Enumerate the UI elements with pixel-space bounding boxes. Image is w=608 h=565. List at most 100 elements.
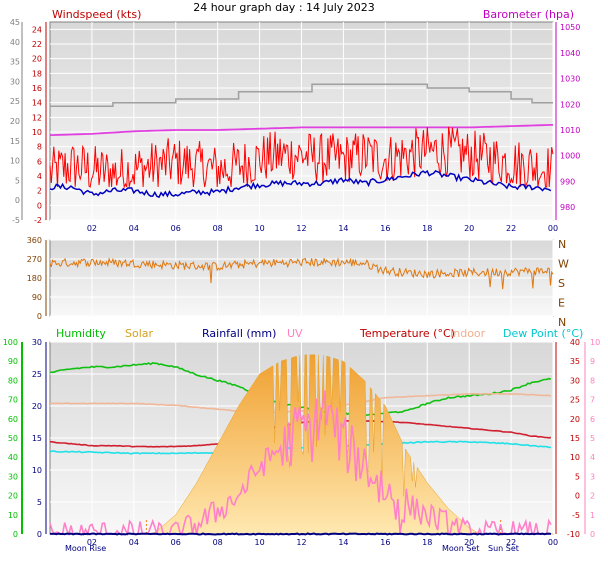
legend-dewpoint: Dew Point (°C) xyxy=(503,327,583,340)
gust-tick-label: 15 xyxy=(10,137,20,146)
x-tick-label: 14 xyxy=(338,538,348,547)
compass-label: W xyxy=(558,258,569,271)
x-tick-label: 08 xyxy=(213,538,223,547)
x-tick-label: 02 xyxy=(87,224,97,233)
legend-temperature: Temperature (°C) xyxy=(359,327,455,340)
temperature-tick-label: 35 xyxy=(570,357,580,366)
gust-tick-label: 40 xyxy=(10,38,20,47)
humidity-tick-label: 80 xyxy=(8,376,18,385)
humidity-tick-label: 60 xyxy=(8,415,18,424)
temperature-tick-label: 40 xyxy=(570,338,580,347)
uv-line xyxy=(49,390,552,537)
humidity-tick-label: 40 xyxy=(8,453,18,462)
x-tick-label: 12 xyxy=(296,538,306,547)
humidity-tick-label: 20 xyxy=(8,492,18,501)
gust-tick-label: 45 xyxy=(10,18,20,27)
rain-tick-label: 15 xyxy=(32,434,42,443)
temperature-tick-label: 0 xyxy=(575,492,580,501)
rain-tick-label: 5 xyxy=(37,498,42,507)
gust-line xyxy=(50,83,553,108)
wind-min-line xyxy=(49,169,552,199)
windspeed-tick-label: 2 xyxy=(37,187,42,196)
legend-uv: UV xyxy=(287,327,303,340)
humidity-tick-label: 90 xyxy=(8,357,18,366)
sun-set-label: Sun Set xyxy=(488,544,519,553)
x-tick-label: 22 xyxy=(506,538,516,547)
temperature-tick-label: 25 xyxy=(570,396,580,405)
windspeed-tick-label: 6 xyxy=(37,157,42,166)
uv-tick-label: 4 xyxy=(590,453,595,462)
uv-tick-label: 3 xyxy=(590,472,595,481)
windspeed-tick-label: 22 xyxy=(32,40,42,49)
uv-tick-label: 10 xyxy=(590,338,600,347)
windspeed-tick-label: 14 xyxy=(32,99,42,108)
gust-tick-label: 10 xyxy=(10,157,20,166)
legend-indoor: Indoor xyxy=(450,327,486,340)
windspeed-tick-label: 8 xyxy=(37,143,42,152)
humidity-tick-label: 50 xyxy=(8,434,18,443)
legend-humidity: Humidity xyxy=(56,327,106,340)
windspeed-tick-label: 10 xyxy=(32,128,42,137)
temperature-tick-label: 30 xyxy=(570,376,580,385)
chart-title: 24 hour graph day : 14 July 2023 xyxy=(193,1,375,14)
gust-tick-label: 0 xyxy=(15,196,20,205)
compass-label: N xyxy=(558,316,566,329)
windspeed-tick-label: 0 xyxy=(37,201,42,210)
humidity-tick-label: 0 xyxy=(13,530,18,539)
x-tick-label: 16 xyxy=(380,538,390,547)
rain-tick-label: 25 xyxy=(32,370,42,379)
uv-tick-label: 9 xyxy=(590,357,595,366)
humidity-tick-label: 70 xyxy=(8,396,18,405)
direction-tick-label: 0 xyxy=(37,312,42,321)
windspeed-tick-label: 4 xyxy=(37,172,42,181)
barometer-tick-label: 980 xyxy=(560,203,575,212)
rain-tick-label: 30 xyxy=(32,338,42,347)
wind-average-line xyxy=(49,126,554,189)
direction-tick-label: 360 xyxy=(27,236,42,245)
temperature-tick-label: 5 xyxy=(575,472,580,481)
windspeed-tick-label: 24 xyxy=(32,25,42,34)
windspeed-tick-label: 20 xyxy=(32,55,42,64)
gust-tick-label: -5 xyxy=(12,216,20,225)
gust-tick-label: 25 xyxy=(10,97,20,106)
barometer-axis-title: Barometer (hpa) xyxy=(483,8,574,21)
barometer-tick-label: 1000 xyxy=(560,152,580,161)
temperature-tick-label: 15 xyxy=(570,434,580,443)
x-tick-label: 10 xyxy=(254,538,264,547)
uv-tick-label: 5 xyxy=(590,434,595,443)
x-tick-label: 10 xyxy=(254,224,264,233)
gust-tick-label: 30 xyxy=(10,77,20,86)
direction-tick-label: 180 xyxy=(27,274,42,283)
compass-label: E xyxy=(558,297,565,310)
windspeed-tick-label: 12 xyxy=(32,113,42,122)
uv-tick-label: 7 xyxy=(590,396,595,405)
rain-tick-label: 0 xyxy=(37,530,42,539)
x-tick-label: 12 xyxy=(296,224,306,233)
compass-label: S xyxy=(558,277,565,290)
x-tick-label: 18 xyxy=(422,224,432,233)
x-tick-label: 16 xyxy=(380,224,390,233)
x-tick-label: 02 xyxy=(87,538,97,547)
direction-line xyxy=(49,257,554,290)
gust-tick-label: 20 xyxy=(10,117,20,126)
barometer-tick-label: 1040 xyxy=(560,49,580,58)
moon-rise-label: Moon Rise xyxy=(65,544,106,553)
uv-tick-label: 0 xyxy=(590,530,595,539)
x-tick-label: 08 xyxy=(213,224,223,233)
uv-tick-label: 1 xyxy=(590,511,595,520)
x-tick-label: 00 xyxy=(548,224,558,233)
x-tick-label: 20 xyxy=(464,538,474,547)
windspeed-tick-label: -2 xyxy=(34,216,42,225)
direction-tick-label: 270 xyxy=(27,255,42,264)
uv-tick-label: 2 xyxy=(590,492,595,501)
rain-tick-label: 10 xyxy=(32,466,42,475)
uv-tick-label: 8 xyxy=(590,376,595,385)
x-tick-label: 18 xyxy=(422,538,432,547)
barometer-tick-label: 1050 xyxy=(560,23,580,32)
x-tick-label: 14 xyxy=(338,224,348,233)
temperature-tick-label: -5 xyxy=(572,511,580,520)
x-tick-label: 04 xyxy=(129,224,139,233)
x-tick-label: 20 xyxy=(464,224,474,233)
windspeed-tick-label: 18 xyxy=(32,69,42,78)
